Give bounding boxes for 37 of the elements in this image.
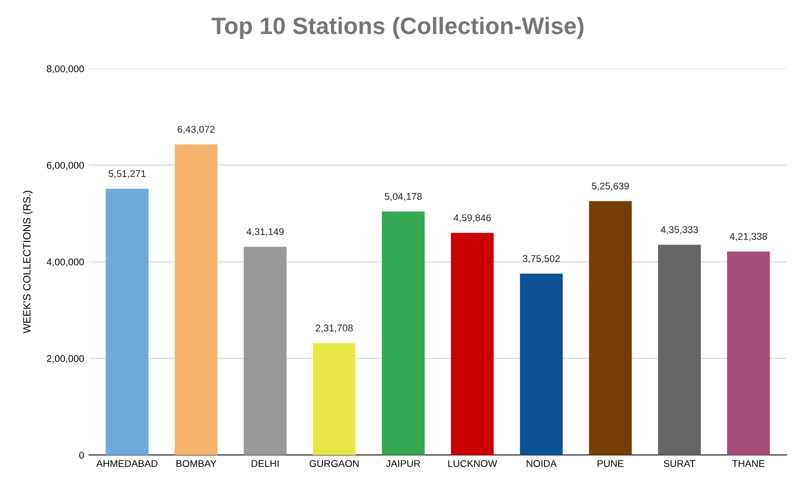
bar	[727, 251, 770, 455]
y-tick-label: 4,00,000	[46, 258, 84, 267]
bar	[312, 343, 356, 455]
bar	[588, 201, 632, 455]
data-label: 5,25,639	[592, 182, 629, 191]
x-tick-label: AHMEDABAD	[96, 460, 158, 467]
bar	[174, 144, 218, 455]
data-label: 3,75,502	[522, 255, 560, 264]
bar	[382, 211, 425, 455]
data-label: 4,31,149	[246, 228, 284, 236]
data-label: 4,35,333	[660, 226, 698, 234]
x-tick-label: GURGAON	[310, 460, 359, 467]
data-label: 2,31,708	[316, 324, 353, 333]
x-tick-label: PUNE	[598, 460, 624, 467]
y-tick-label: 6,00,000	[46, 162, 84, 170]
x-tick-label: SURAT	[664, 460, 696, 467]
y-tick-label: 2,00,000	[46, 355, 84, 364]
bar	[520, 274, 563, 455]
y-tick-label: 0	[79, 452, 84, 459]
x-tick-label: LUCKNOW	[448, 460, 498, 467]
bar	[106, 188, 149, 455]
data-label: 4,59,846	[454, 214, 491, 222]
data-label: 5,04,178	[384, 192, 422, 201]
x-tick-label: JAIPUR	[386, 460, 420, 467]
bar	[244, 246, 287, 455]
data-label: 6,43,072	[178, 126, 215, 134]
x-tick-label: THANE	[732, 460, 765, 467]
y-axis-title: WEEK'S COLLECTIONS (RS.)	[22, 190, 33, 334]
chart-title: Top 10 Stations (Collection-Wise)	[212, 16, 584, 39]
bar	[658, 244, 701, 455]
x-tick-label: NOIDA	[526, 460, 557, 467]
y-tick-label: 8,00,000	[46, 65, 84, 74]
bar	[450, 232, 494, 455]
data-label: 5,51,271	[108, 170, 146, 178]
data-label: 4,21,338	[730, 232, 767, 241]
x-tick-label: BOMBAY	[176, 460, 216, 467]
x-tick-label: DELHI	[252, 460, 279, 467]
